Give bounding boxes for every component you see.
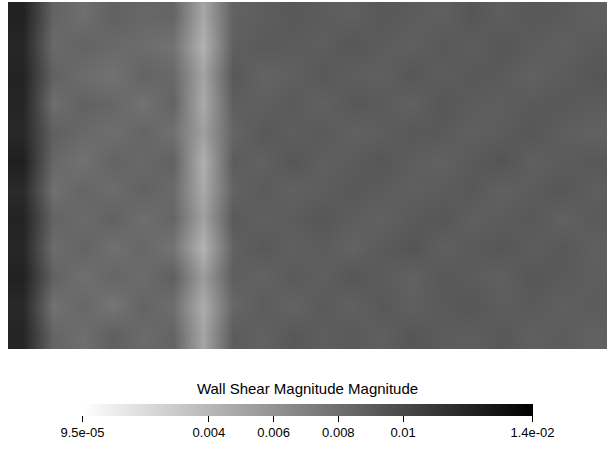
svg-text:0.004: 0.004: [193, 425, 226, 440]
svg-text:0.006: 0.006: [257, 425, 290, 440]
svg-text:1.4e-02: 1.4e-02: [510, 425, 554, 440]
svg-text:0.01: 0.01: [390, 425, 415, 440]
svg-text:0.008: 0.008: [322, 425, 355, 440]
svg-text:9.5e-05: 9.5e-05: [60, 425, 104, 440]
svg-text:Wall Shear Magnitude Magnitude: Wall Shear Magnitude Magnitude: [197, 380, 418, 397]
